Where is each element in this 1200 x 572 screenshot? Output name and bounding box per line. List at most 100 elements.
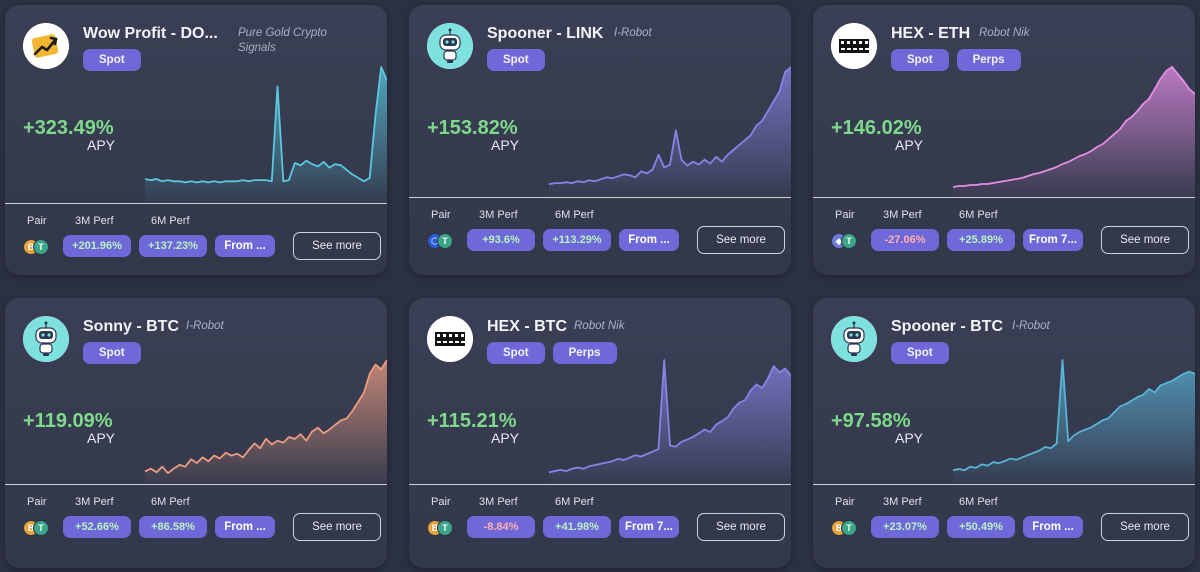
perf-6m-label: 6M Perf — [151, 215, 190, 227]
chart-line — [144, 66, 387, 184]
strategy-card[interactable]: Spooner - BTC I-Robot Spot +97.58% APY Pair 3M… — [813, 298, 1195, 568]
usdt-icon: T — [841, 520, 857, 536]
performance-chart — [952, 66, 1195, 197]
see-more-button[interactable]: See more — [293, 232, 381, 260]
perf-3m-label: 3M Perf — [75, 496, 114, 508]
apy-value: +115.21% — [427, 410, 517, 432]
usdt-icon: T — [841, 233, 857, 249]
divider — [5, 203, 387, 204]
apy-label: APY — [491, 137, 520, 153]
subscription-price: From ... — [1023, 516, 1083, 538]
usdt-icon: T — [33, 520, 49, 536]
chart-area — [549, 360, 791, 484]
strategy-card[interactable]: HEX - BTC Robot Nik Spot Perps +115.21% APY Pa… — [409, 298, 791, 568]
apy-value: +97.58% — [831, 410, 911, 432]
wow-profit-avatar — [23, 23, 69, 69]
apy-value: +119.09% — [23, 410, 113, 432]
performance-chart — [548, 66, 791, 197]
perf-3m-value: +201.96% — [63, 235, 131, 257]
perf-6m-label: 6M Perf — [959, 209, 998, 221]
tag-perps: Perps — [552, 342, 617, 364]
block-trading-avatar — [427, 316, 473, 362]
perf-3m-label: 3M Perf — [479, 496, 518, 508]
subscription-price: From ... — [215, 235, 275, 257]
pair-label: Pair — [835, 209, 855, 221]
apy-value: +153.82% — [427, 117, 518, 139]
performance-chart — [144, 359, 387, 484]
perf-3m-value: -27.06% — [871, 229, 939, 251]
perf-6m-label: 6M Perf — [555, 209, 594, 221]
tag-list: Spot — [487, 49, 545, 71]
perf-3m-label: 3M Perf — [479, 209, 518, 221]
tag-list: Spot Perps — [487, 342, 617, 364]
apy-label: APY — [491, 430, 520, 446]
tag-list: Spot — [83, 49, 141, 71]
chart-area — [549, 67, 791, 197]
usdt-icon: T — [437, 520, 453, 536]
strategy-card[interactable]: HEX - ETH Robot Nik Spot Perps +146.02% APY Pa… — [813, 5, 1195, 275]
perf-6m-label: 6M Perf — [151, 496, 190, 508]
strategy-author: Robot Nik — [979, 27, 1030, 39]
tag-spot: Spot — [891, 342, 949, 364]
chart-line — [952, 359, 1195, 472]
tag-spot: Spot — [83, 49, 141, 71]
performance-chart — [548, 359, 791, 484]
perf-6m-value: +50.49% — [947, 516, 1015, 538]
chart-line — [548, 359, 791, 474]
apy-label: APY — [895, 430, 924, 446]
subscription-price: From ... — [619, 229, 679, 251]
strategy-card[interactable]: Sonny - BTC I-Robot Spot +119.09% APY Pair 3M … — [5, 298, 387, 568]
perf-3m-value: +23.07% — [871, 516, 939, 538]
robot-avatar-avatar — [831, 316, 877, 362]
perf-6m-label: 6M Perf — [555, 496, 594, 508]
perf-6m-label: 6M Perf — [959, 496, 998, 508]
tag-list: Spot — [83, 342, 141, 364]
usdt-icon: T — [33, 239, 49, 255]
apy-value: +323.49% — [23, 117, 114, 139]
subscription-price: From ... — [215, 516, 275, 538]
pair-label: Pair — [27, 496, 47, 508]
strategy-author: I-Robot — [1012, 320, 1050, 332]
see-more-button[interactable]: See more — [697, 513, 785, 541]
apy-value: +146.02% — [831, 117, 922, 139]
apy-label: APY — [895, 137, 924, 153]
tag-list: Spot — [891, 342, 949, 364]
pair-label: Pair — [431, 496, 451, 508]
perf-6m-value: +137.23% — [139, 235, 207, 257]
strategy-author: Robot Nik — [574, 320, 625, 332]
divider — [409, 197, 791, 198]
strategy-card[interactable]: Spooner - LINK I-Robot Spot +153.82% APY Pair… — [409, 5, 791, 275]
perf-3m-label: 3M Perf — [75, 215, 114, 227]
divider — [813, 197, 1195, 198]
strategy-card[interactable]: Wow Profit - DO... Pure Gold Crypto Signa… — [5, 5, 387, 275]
perf-6m-value: +113.29% — [543, 229, 611, 251]
apy-label: APY — [87, 137, 116, 153]
see-more-button[interactable]: See more — [697, 226, 785, 254]
strategy-author: Pure Gold Crypto Signals — [238, 27, 327, 54]
subscription-price: From 7... — [1023, 229, 1083, 251]
divider — [5, 484, 387, 485]
see-more-button[interactable]: See more — [293, 513, 381, 541]
divider — [813, 484, 1195, 485]
subscription-price: From 7... — [619, 516, 679, 538]
tag-spot: Spot — [891, 49, 949, 71]
pair-label: Pair — [27, 215, 47, 227]
pair-label: Pair — [835, 496, 855, 508]
block-trading-avatar — [831, 23, 877, 69]
robot-avatar-avatar — [427, 23, 473, 69]
divider — [409, 484, 791, 485]
chart-line — [548, 66, 791, 185]
tag-spot: Spot — [487, 342, 545, 364]
chart-area — [145, 360, 387, 484]
tag-list: Spot Perps — [891, 49, 1021, 71]
chart-line — [144, 359, 387, 475]
see-more-button[interactable]: See more — [1101, 513, 1189, 541]
performance-chart — [952, 359, 1195, 484]
tag-spot: Spot — [487, 49, 545, 71]
chart-line — [952, 66, 1195, 188]
see-more-button[interactable]: See more — [1101, 226, 1189, 254]
tag-perps: Perps — [956, 49, 1021, 71]
apy-label: APY — [87, 430, 116, 446]
perf-3m-value: +52.66% — [63, 516, 131, 538]
usdt-icon: T — [437, 233, 453, 249]
